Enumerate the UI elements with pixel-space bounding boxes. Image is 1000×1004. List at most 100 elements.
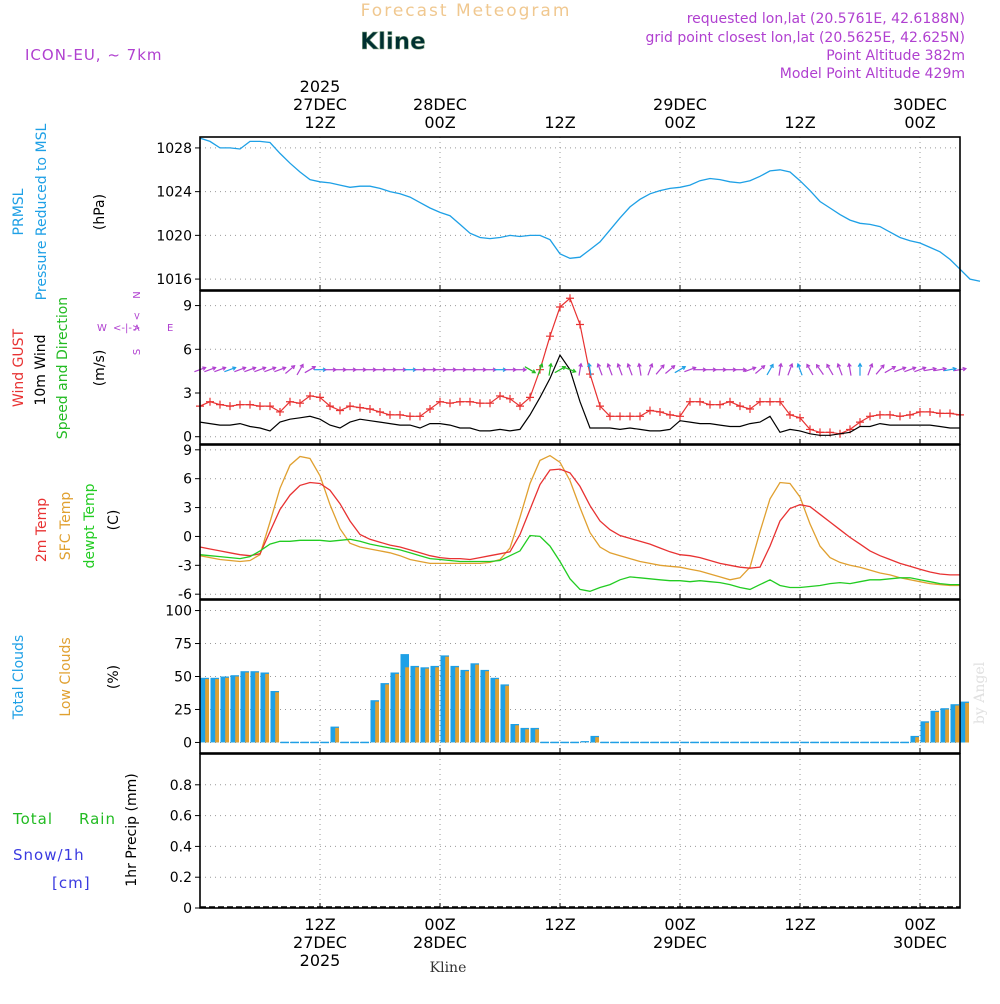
wind-direction-arrow [554,366,566,374]
gust-marker [376,407,384,416]
wind-direction-arrowhead [596,362,602,368]
panel-1 [195,136,981,291]
bottom-time-label: 28DEC [413,933,467,952]
gust-marker [516,402,524,411]
wind-direction-arrow [778,363,782,376]
wind-direction-arrowhead [311,366,317,370]
gust-marker [336,406,344,415]
low-cloud-bar [505,685,509,743]
wind-direction-arrowhead [742,367,748,373]
wind-direction-arrow [904,367,916,373]
low-cloud-bar [915,737,919,743]
gust-marker [576,320,584,329]
wind-direction-arrowhead [572,368,577,373]
y-tick-label: 6 [183,472,192,488]
low-cloud-bar [335,727,339,743]
y-tick-label: 9 [183,443,192,459]
compass-s: S [132,349,143,355]
wind-10m-label: 10m Wind [33,334,49,405]
total-cloud-bar [940,708,949,743]
temp-2m-label: 2m Temp [34,498,50,562]
pressure-unit: (hPa) [92,194,108,230]
wind-direction-arrowhead [922,366,927,371]
low-cloud-bar [405,667,409,743]
low-cloud-bar [235,676,239,743]
low-cloud-bar [955,705,959,743]
gust-marker [636,412,644,421]
wind-direction-arrowhead [548,362,553,368]
gust-marker [706,400,714,409]
wind-direction-arrow [224,367,236,373]
gust-marker [546,332,554,341]
gust-marker [906,410,914,419]
wind-direction-arrow [304,366,316,374]
wind-direction-arrowhead [857,362,863,368]
compass-n: N [132,291,143,298]
low-cloud-bar [925,722,929,743]
total-cloud-bar [950,704,959,743]
total-cloud-bar [450,665,459,743]
wind-direction-arrowhead [290,365,296,370]
panel-frame [199,753,961,909]
top-time-label: 30DEC [893,95,947,114]
wind-direction-arrow [755,365,765,374]
gust-marker [936,409,944,418]
top-time-label: 2025 [300,77,341,96]
wind-direction-arrowhead [769,363,774,369]
low-cloud-bar [415,667,419,743]
y-tick-label: 0 [183,901,192,917]
low-cloud-bar [255,672,259,743]
y-tick-label: 0 [183,430,192,446]
total-cloud-bar [240,671,249,743]
gust-marker [466,397,474,406]
meteogram-title: Forecast Meteogram [361,1,572,21]
panel-frame [199,290,961,445]
wind-direction-arrowhead [272,366,277,371]
wind-direction-arrowhead [299,363,304,369]
low-cloud-bar [375,701,379,743]
gust-marker [716,400,724,409]
wind-direction-arrowhead [587,362,592,368]
wind-direction-arrow [214,367,226,373]
gust-marker [696,397,704,406]
wind-direction-arrowhead [232,366,237,371]
low-cloud-bar [945,709,949,743]
wind-direction-arrow [296,364,304,376]
wind-direction-arrowhead [242,366,247,371]
wind-direction-arrowhead [538,362,544,368]
panel-frame [199,444,961,600]
gust-marker [616,412,624,421]
snow-unit-label: [cm] [52,874,91,892]
gust-marker [646,406,654,415]
wind-direction-arrowhead [752,366,757,371]
wind-direction-arrowhead [806,363,811,369]
wind-direction-arrow [638,363,642,376]
wind-direction-arrow [867,363,873,376]
total-cloud-bar [390,672,399,743]
gust-marker [296,399,304,408]
panel-2 [194,290,968,445]
wind-direction-arrow [244,367,256,373]
prmsl-label: PRMSL [11,188,27,235]
gust-marker [346,402,354,411]
wind-direction-arrow [597,363,603,376]
total-cloud-bar [230,675,239,743]
total-cloud-bar [260,672,269,743]
total-cloud-bar [220,676,229,743]
wind-direction-arrowhead [531,369,537,374]
top-time-label: 12Z [784,113,815,132]
credit-text: by Angel [972,661,988,724]
wind-direction-arrow [264,367,276,373]
wind-gust-label: Wind GUST [11,328,27,407]
wind-direction-arrowhead [282,366,287,371]
panel-4 [195,599,969,754]
total-cloud-bar [500,684,509,743]
wind-direction-arrow [655,364,665,375]
total-cloud-bar [370,700,379,743]
low-cloud-bar [485,671,489,743]
gust-marker [656,407,664,416]
wind-direction-arrow [933,368,947,372]
wind-direction-arrow [285,365,295,374]
gust-marker [866,412,874,421]
low-cloud-bar [395,673,399,743]
